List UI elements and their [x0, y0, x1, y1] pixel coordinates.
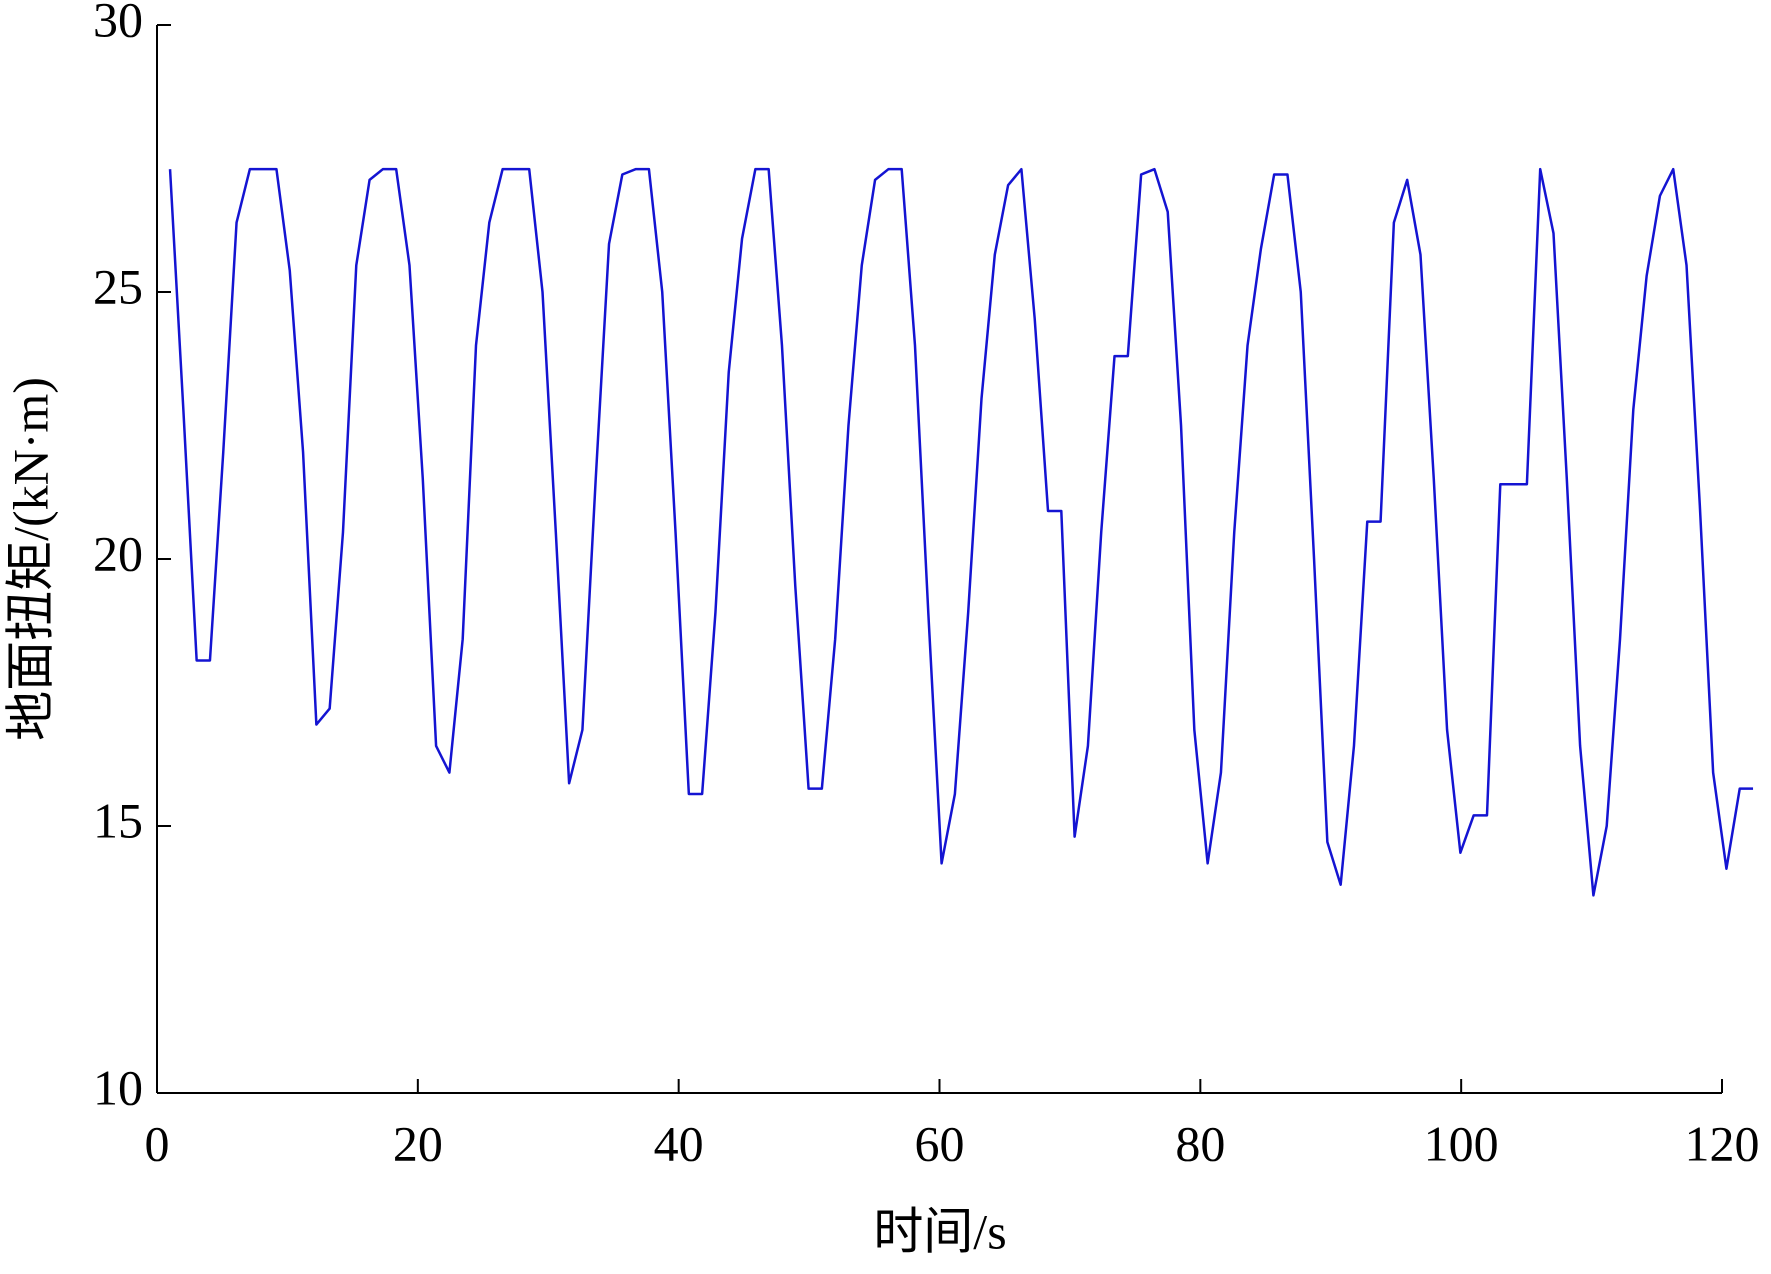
x-tick-label: 40	[654, 1115, 704, 1171]
x-tick-label: 100	[1424, 1115, 1499, 1171]
y-axis-title: 地面扭矩/(kN·m)	[2, 377, 58, 741]
x-tick-label: 60	[915, 1115, 965, 1171]
y-tick-label: 25	[93, 258, 143, 314]
y-tick-label: 20	[93, 525, 143, 581]
x-tick-label: 80	[1175, 1115, 1225, 1171]
y-tick-label: 10	[93, 1059, 143, 1115]
x-axis-title: 时间/s	[873, 1203, 1006, 1259]
data-line	[168, 167, 1754, 897]
y-tick-label: 30	[93, 0, 143, 47]
x-tick-label: 120	[1685, 1115, 1760, 1171]
y-tick-label: 15	[93, 792, 143, 848]
x-tick-label: 0	[145, 1115, 170, 1171]
x-tick-label: 20	[393, 1115, 443, 1171]
